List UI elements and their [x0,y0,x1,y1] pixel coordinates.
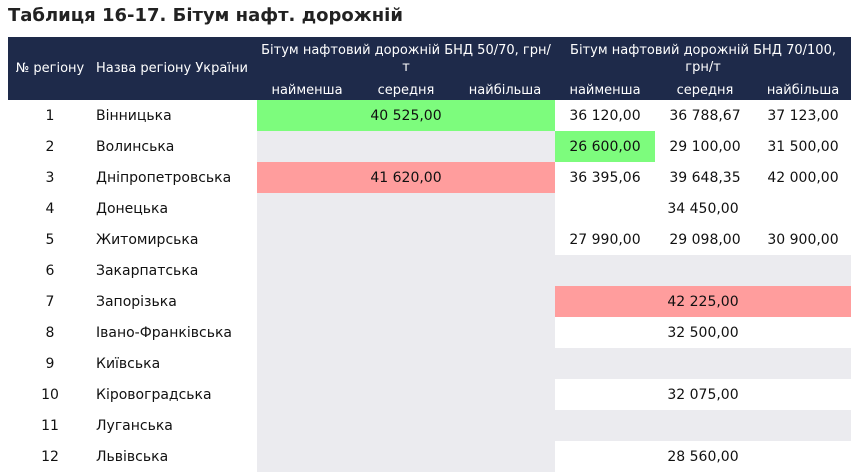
empty-cell [257,441,555,472]
empty-cell [257,224,555,255]
price-cell: 28 560,00 [667,448,739,465]
price-cell: 27 990,00 [569,231,641,248]
price-cell: 42 225,00 [555,286,852,317]
price-cell: 29 100,00 [669,138,741,155]
price-cell: 30 900,00 [767,231,839,248]
region-name: Київська [96,355,161,372]
price-cell: 41 620,00 [257,162,555,193]
region-number: 3 [45,169,55,186]
table-row: 11 Луганська [8,410,852,441]
price-cell: 29 098,00 [669,231,741,248]
empty-cell [555,410,852,441]
group-header: Бітум нафтовий дорожній БНД 50/70, грн/т [257,37,555,81]
empty-cell [555,348,852,379]
table-body: 1 Вінницька 40 525,00 36 120,00 36 788,67 37 … [8,100,852,472]
region-name: Вінницька [96,107,172,124]
table-row: 6 Закарпатська [8,255,852,286]
region-number: 7 [45,293,55,310]
region-number: 6 [45,262,55,279]
price-cell: 36 395,06 [569,169,641,186]
table-row: 3 Дніпропетровська 41 620,00 36 395,06 39 64… [8,162,851,193]
region-name: Закарпатська [96,262,199,279]
empty-cell [257,379,555,410]
region-name: Кіровоградська [96,386,212,403]
sub-header: найменша [257,81,357,100]
empty-cell [555,255,852,286]
region-number: 12 [41,448,59,465]
table-row: 1 Вінницька 40 525,00 36 120,00 36 788,67 37 … [8,100,851,131]
column-header: Назва регіону України [92,37,257,100]
region-number: 1 [45,107,55,124]
price-cell: 36 788,67 [669,107,741,124]
column-header: № регіону [8,37,92,100]
empty-cell [257,255,555,286]
sub-header: середня [655,81,755,100]
price-cell: 32 500,00 [667,324,739,341]
price-cell: 32 075,00 [667,386,739,403]
table-row: 4 Донецька 34 450,00 [8,193,851,224]
region-number: 10 [41,386,59,403]
table-row: 10 Кіровоградська 32 075,00 [8,379,851,410]
sub-header: найбільша [755,81,852,100]
region-name: Дніпропетровська [96,169,232,186]
region-name: Івано-Франківська [96,324,232,341]
sub-header: середня [357,81,455,100]
region-number: 2 [45,138,55,155]
empty-cell [257,317,555,348]
price-cell: 31 500,00 [767,138,839,155]
price-cell: 39 648,35 [669,169,741,186]
table-row: 5 Житомирська 27 990,00 29 098,00 30 900,00 [8,224,851,255]
region-name: Луганська [96,417,173,434]
table-row: 8 Івано-Франківська 32 500,00 [8,317,851,348]
region-name: Донецька [96,200,169,217]
empty-cell [257,348,555,379]
empty-cell [257,131,555,162]
table-header: № регіону Назва регіону України Бітум на… [8,37,852,100]
table-row: 2 Волинська 26 600,00 29 100,00 31 500,00 [8,131,851,162]
price-cell: 37 123,00 [767,107,839,124]
table-row: 9 Київська [8,348,852,379]
table-row: 7 Запорізька 42 225,00 [8,286,852,317]
sub-header: найменша [555,81,655,100]
empty-cell [257,193,555,224]
price-table: № регіону Назва регіону України Бітум на… [8,37,852,472]
table-row: 12 Львівська 28 560,00 [8,441,851,472]
region-number: 4 [45,200,55,217]
region-name: Запорізька [96,293,177,310]
region-number: 8 [45,324,55,341]
empty-cell [257,410,555,441]
group-header: Бітум нафтовий дорожній БНД 70/100, грн/… [555,37,852,81]
region-number: 11 [41,417,59,434]
sub-header: найбільша [455,81,555,100]
title: Таблиця 16-17. Бітум нафт. дорожній [8,5,403,26]
price-cell: 42 000,00 [767,169,839,186]
price-cell: 36 120,00 [569,107,641,124]
empty-cell [257,286,555,317]
region-name: Львівська [96,448,169,465]
region-name: Волинська [96,138,175,155]
region-number: 9 [45,355,55,372]
price-cell: 34 450,00 [667,200,739,217]
region-name: Житомирська [96,231,199,248]
price-cell: 26 600,00 [555,131,655,162]
region-number: 5 [45,231,55,248]
price-cell: 40 525,00 [257,100,555,131]
